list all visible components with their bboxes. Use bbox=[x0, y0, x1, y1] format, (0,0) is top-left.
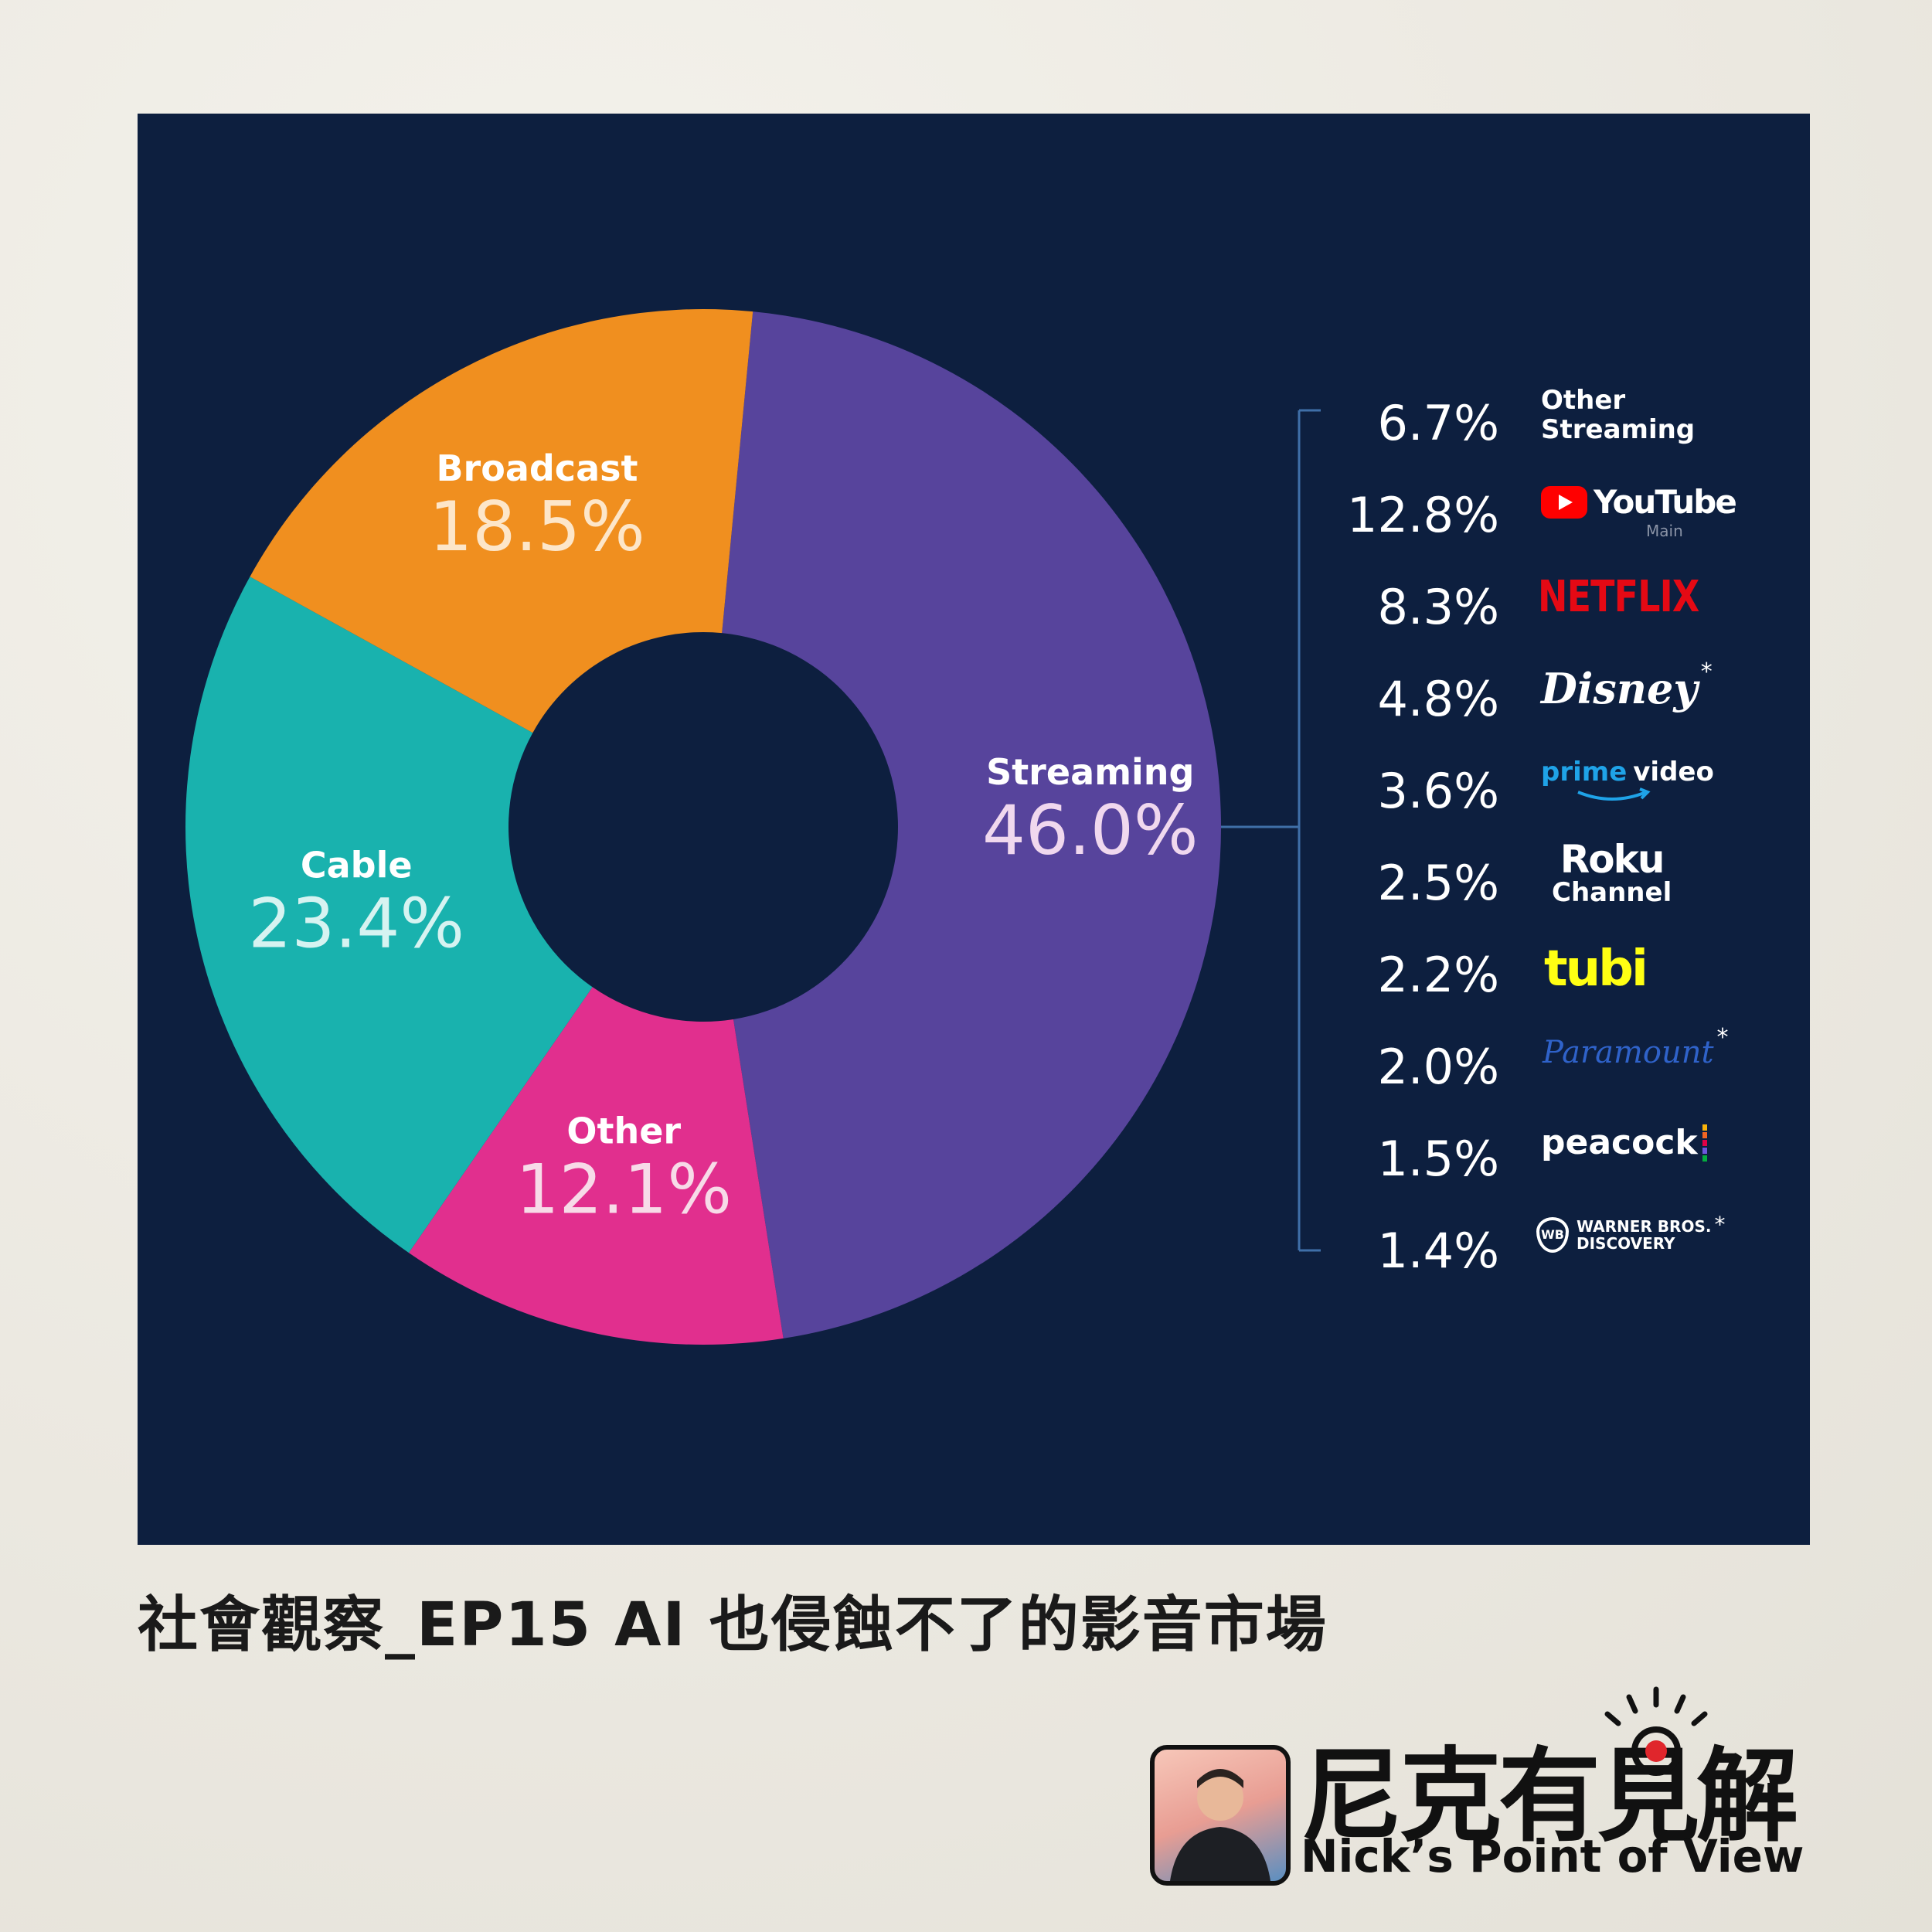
wb-line2: DISCOVERY bbox=[1577, 1234, 1675, 1253]
slice-label-other: Other bbox=[566, 1110, 681, 1151]
slice-value-broadcast: 18.5% bbox=[429, 487, 645, 566]
wb-asterisk: * bbox=[1714, 1211, 1726, 1237]
breakdown-value-3: 4.8% bbox=[1377, 671, 1499, 727]
logo-chinese-name: 尼克有見解 bbox=[1301, 1737, 1798, 1856]
chart-panel: Streaming 46.0% Other 12.1% Cable 23.4% Broadc… bbox=[138, 114, 1810, 1545]
slice-value-streaming: 46.0% bbox=[982, 791, 1199, 870]
disney-logo: Disney * bbox=[1541, 658, 1713, 714]
logo-english-name: Nick’s Point of View bbox=[1301, 1830, 1804, 1883]
slice-label-broadcast: Broadcast bbox=[436, 447, 638, 489]
breakdown-value-4: 3.6% bbox=[1377, 763, 1499, 819]
slice-streaming bbox=[722, 311, 1221, 1338]
avatar bbox=[1150, 1745, 1291, 1886]
brand-other-streaming-line2: Streaming bbox=[1541, 414, 1696, 445]
tubi-logo: tubi bbox=[1544, 940, 1648, 998]
roku-wordmark: Roku bbox=[1560, 837, 1665, 882]
paramount-logo: Paramount * bbox=[1543, 1024, 1729, 1071]
wb-line1: WARNER BROS. bbox=[1577, 1217, 1712, 1236]
disney-wordmark: Disney bbox=[1541, 664, 1698, 713]
tubi-wordmark: tubi bbox=[1544, 940, 1648, 998]
peacock-wordmark: peacock bbox=[1541, 1123, 1698, 1162]
breakdown-value-2: 8.3% bbox=[1377, 579, 1499, 635]
breakdown-value-8: 1.5% bbox=[1377, 1131, 1499, 1187]
breakdown-value-7: 2.0% bbox=[1377, 1039, 1499, 1095]
disney-asterisk: * bbox=[1700, 658, 1713, 685]
netflix-wordmark: NETFLIX bbox=[1538, 572, 1699, 622]
eye-icon bbox=[1604, 1686, 1708, 1776]
slice-cable bbox=[185, 577, 593, 1253]
slice-other bbox=[408, 987, 784, 1345]
slice-label-cable: Cable bbox=[301, 844, 413, 886]
paramount-wordmark: Paramount bbox=[1543, 1035, 1714, 1070]
caption-title: 社會觀察_EP15 AI 也侵蝕不了的影音市場 bbox=[138, 1590, 1328, 1660]
breakdown-value-5: 2.5% bbox=[1377, 855, 1499, 911]
paramount-asterisk: * bbox=[1716, 1023, 1729, 1051]
roku-channel-logo: Roku Channel bbox=[1552, 840, 1672, 906]
youtube-logo: YouTube bbox=[1541, 483, 1737, 521]
channel-wordmark: Channel bbox=[1552, 877, 1672, 908]
youtube-wordmark: YouTube bbox=[1594, 483, 1737, 521]
brand-other-streaming-line1: Other bbox=[1541, 385, 1626, 416]
wb-shield-icon: WB bbox=[1536, 1217, 1569, 1253]
breakdown-value-1: 12.8% bbox=[1347, 487, 1499, 543]
peacock-dots-icon bbox=[1702, 1124, 1707, 1162]
peacock-logo: peacock bbox=[1541, 1123, 1707, 1162]
wb-logo: WB WARNER BROS. DISCOVERY * bbox=[1536, 1212, 1725, 1253]
youtube-main-sub: Main bbox=[1646, 522, 1683, 540]
slice-label-streaming: Streaming bbox=[986, 751, 1194, 793]
slice-value-cable: 23.4% bbox=[248, 883, 464, 963]
video-wordmark: video bbox=[1633, 757, 1714, 787]
netflix-logo: NETFLIX bbox=[1538, 572, 1734, 622]
prime-video-logo: prime video bbox=[1541, 757, 1714, 787]
slice-broadcast bbox=[250, 309, 753, 733]
breakdown-value-9: 1.4% bbox=[1377, 1223, 1499, 1279]
slice-value-other: 12.1% bbox=[515, 1149, 732, 1229]
breakdown-value-0: 6.7% bbox=[1377, 395, 1499, 451]
breakdown-value-6: 2.2% bbox=[1377, 947, 1499, 1003]
prime-wordmark: prime bbox=[1541, 757, 1628, 787]
youtube-play-icon bbox=[1541, 485, 1587, 519]
brand-other-streaming: Other Streaming bbox=[1541, 386, 1695, 444]
prime-smile-icon bbox=[1577, 787, 1651, 801]
youtube-main-label: Main bbox=[1646, 522, 1683, 540]
brand-logo-block: 尼克有見解 Nick’s Point of View bbox=[1150, 1683, 1830, 1886]
